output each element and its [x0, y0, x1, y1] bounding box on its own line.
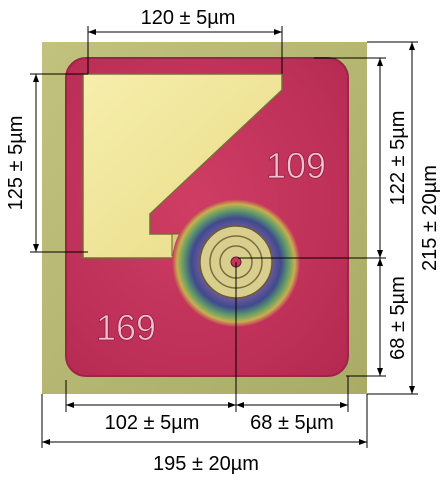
dim-left-height: 125 ± 5µm — [5, 116, 27, 211]
bottom-right-label-bg — [240, 409, 346, 435]
dim-overall-height: 215 ± 20µm — [419, 165, 441, 271]
dim-top-width: 120 ± 5µm — [141, 7, 236, 29]
label-109: 109 — [266, 145, 326, 186]
overall-height-label-bg — [420, 140, 441, 300]
dimension-lines — [30, 26, 418, 448]
dim-overall-width: 195 ± 20µm — [153, 453, 259, 475]
dim-bottom-left-width: 102 ± 5µm — [105, 412, 200, 434]
left-label-bg — [2, 98, 30, 228]
top-label-bg — [124, 4, 252, 30]
label-169: 169 — [96, 307, 156, 348]
dim-right-lower-height: 68 ± 5µm — [387, 276, 409, 360]
dim-bottom-right-width: 68 ± 5µm — [250, 412, 334, 434]
arrowheads — [33, 29, 415, 445]
dim-right-upper-height: 122 ± 5µm — [387, 111, 409, 206]
bottom-left-label-bg — [86, 409, 222, 435]
